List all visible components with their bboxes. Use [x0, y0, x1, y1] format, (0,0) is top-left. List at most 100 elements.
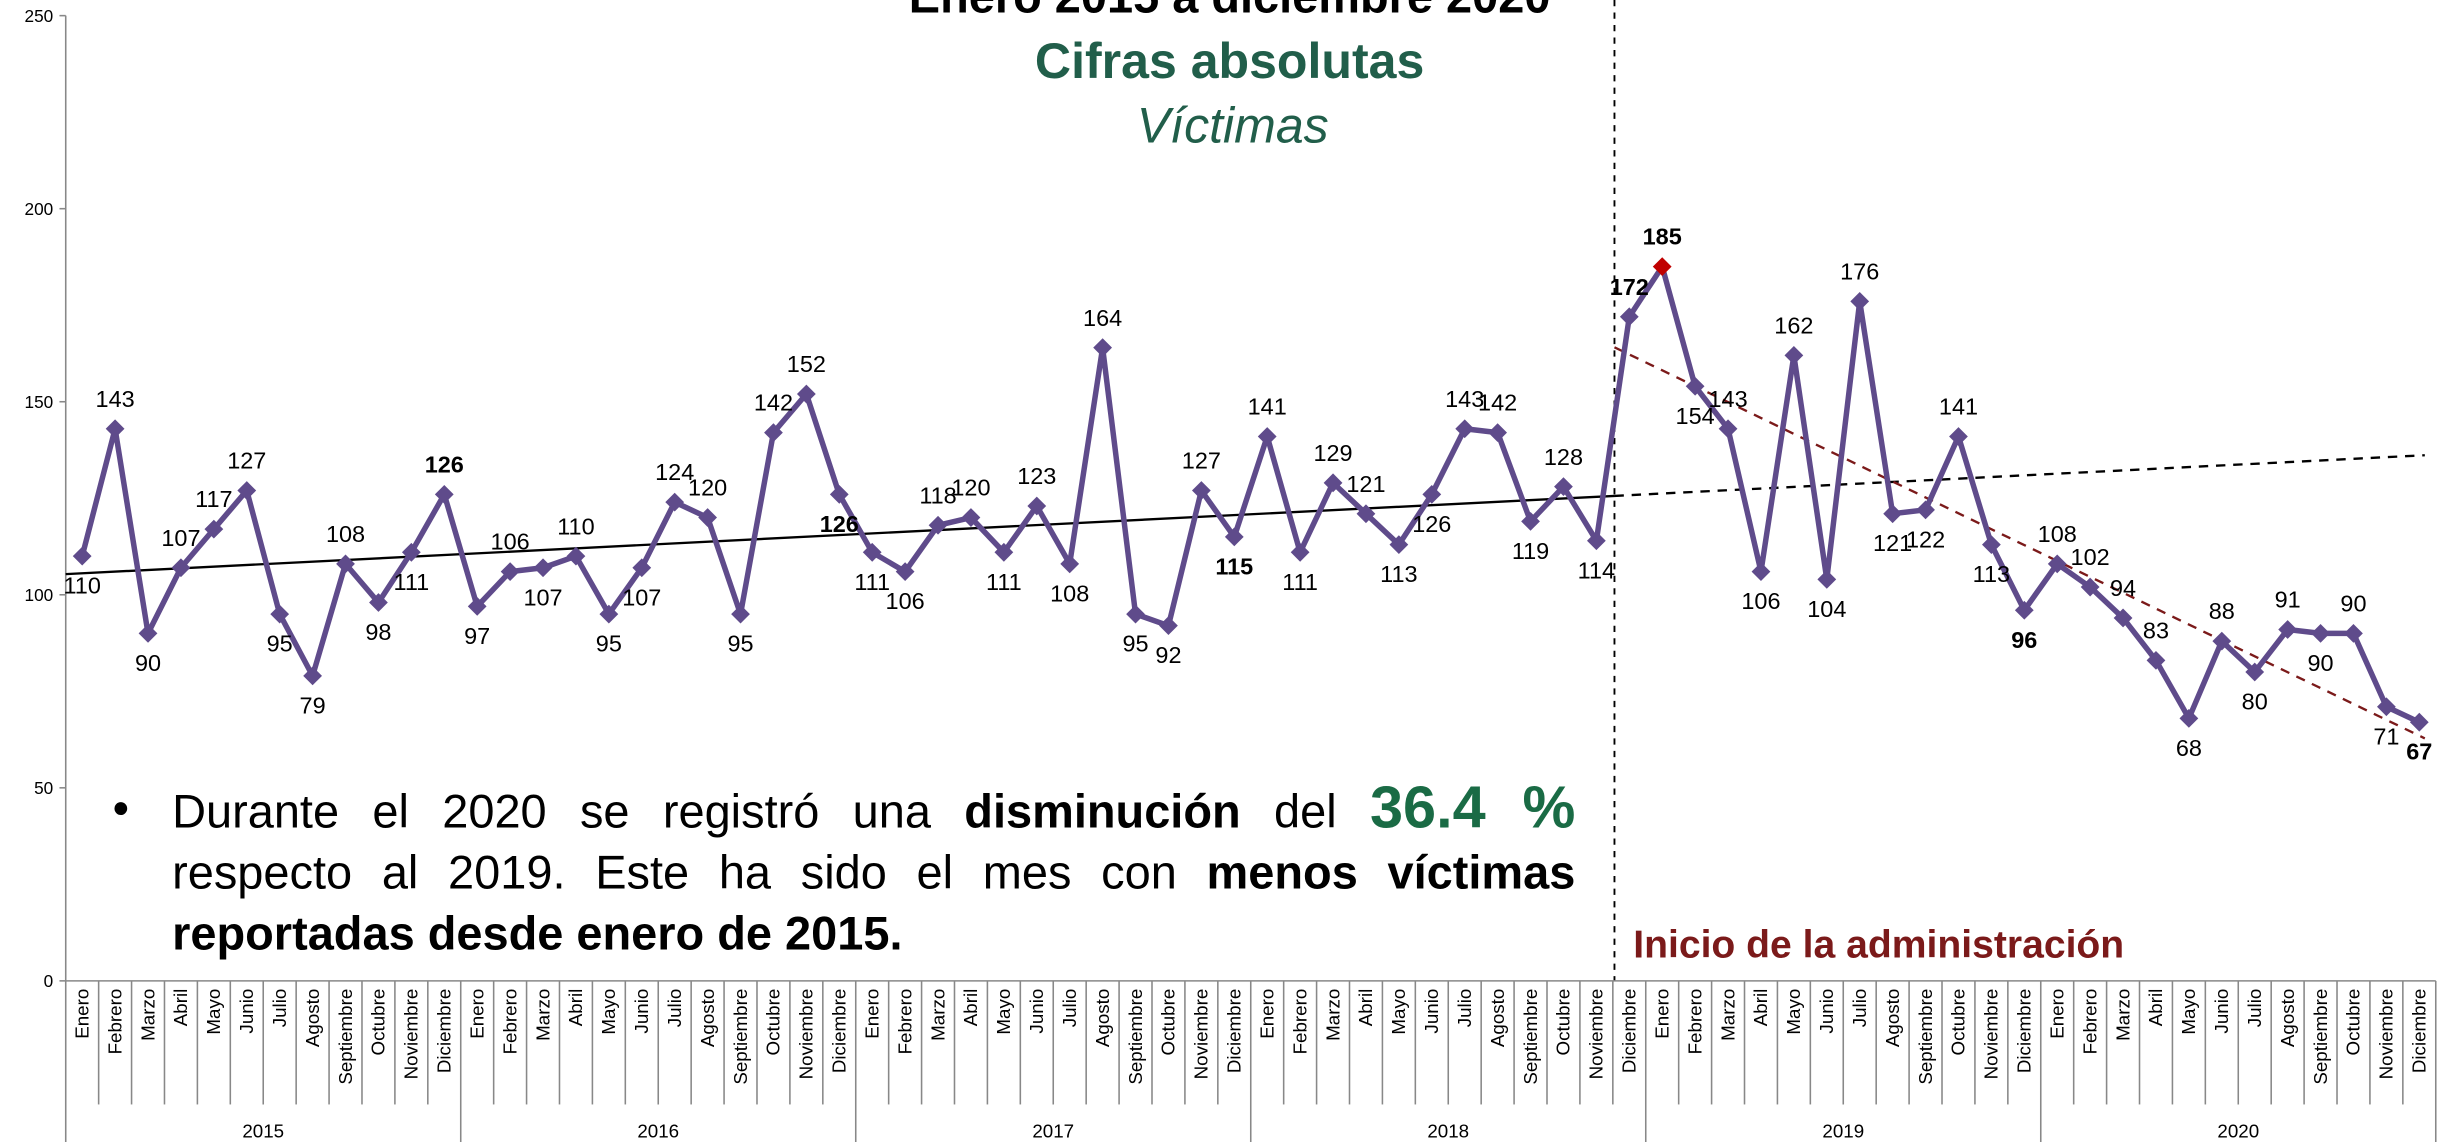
marker [2344, 624, 2363, 643]
marker [105, 419, 125, 439]
marker [2409, 712, 2429, 732]
data-label: 152 [787, 351, 826, 377]
x-tick-label: Abril [960, 989, 981, 1027]
y-tick-label: 200 [25, 199, 54, 219]
x-tick-label: Marzo [137, 989, 158, 1041]
x-tick-label: Diciembre [2014, 989, 2035, 1073]
data-label: 111 [1282, 569, 1318, 595]
marker [1850, 291, 1870, 311]
marker [72, 546, 92, 566]
note: • Durante el 2020 se registró una disminu… [113, 779, 1576, 965]
x-tick-label: Mayo [1783, 989, 1804, 1035]
data-label: 107 [161, 525, 200, 551]
x-tick-label: Enero [71, 989, 92, 1039]
marker [138, 624, 158, 643]
x-tick-label: Diciembre [1224, 989, 1245, 1073]
x-tick-label: Septiembre [1915, 989, 1936, 1085]
marker [796, 384, 816, 404]
x-tick-label: Noviembre [1586, 989, 1607, 1080]
x-tick-label: Febrero [894, 989, 915, 1055]
data-label: 106 [491, 529, 530, 555]
data-label: 120 [688, 475, 727, 501]
marker [1455, 419, 1475, 439]
data-label: 120 [951, 475, 990, 501]
marker [270, 604, 290, 624]
trend-projection [1614, 454, 2425, 498]
chart-subtitle-2: Víctimas [1137, 97, 1329, 153]
x-tick-label: Julio [2244, 989, 2265, 1028]
x-tick-label: Junio [1816, 989, 1837, 1034]
data-label: 95 [596, 631, 622, 657]
marker [1817, 569, 1837, 589]
data-label: 91 [2275, 587, 2301, 613]
marker [1224, 527, 1244, 547]
chart-title: Enero 2015 a diciembre 2020 [909, 0, 1551, 23]
data-label: 97 [464, 623, 490, 649]
marker [1027, 496, 1047, 516]
x-tick-label: Octubre [1948, 989, 1969, 1056]
year-label: 2017 [1032, 1120, 1074, 1141]
data-label: 141 [1248, 394, 1287, 420]
x-tick-label: Octubre [368, 989, 389, 1056]
data-label: 113 [1380, 561, 1417, 587]
x-tick-label: Febrero [499, 989, 520, 1055]
data-label: 118 [919, 482, 956, 508]
data-label: 117 [195, 486, 232, 512]
data-label: 68 [2176, 735, 2202, 761]
x-tick-label: Febrero [1289, 989, 1310, 1055]
marker [2311, 624, 2330, 643]
marker [1422, 485, 1442, 504]
note-run: 36.4 % [1369, 779, 1576, 842]
data-label: 164 [1083, 305, 1122, 331]
data-label: 104 [1807, 596, 1846, 622]
marker [1290, 542, 1310, 562]
chart-subtitle: Cifras absolutas [1035, 33, 1424, 89]
marker [1093, 338, 1113, 358]
x-tick-label: Agosto [1882, 989, 1903, 1047]
x-tick-label: Abril [170, 989, 191, 1027]
data-label: 111 [394, 569, 430, 595]
marker [2377, 697, 2396, 717]
data-label: 142 [754, 390, 793, 416]
x-tick-label: Mayo [203, 989, 224, 1035]
data-label: 129 [1313, 440, 1352, 466]
x-tick-label: Septiembre [335, 989, 356, 1085]
data-label: 108 [2038, 521, 2077, 547]
data-label: 126 [425, 451, 464, 477]
marker [665, 492, 685, 512]
x-tick-label: Agosto [697, 989, 718, 1047]
data-label: 90 [2340, 590, 2366, 616]
x-tick-label: Noviembre [796, 989, 817, 1080]
x-tick-label: Agosto [2277, 989, 2298, 1047]
y-tick-label: 50 [34, 778, 53, 798]
x-tick-label: Marzo [2112, 989, 2133, 1041]
data-label: 115 [1215, 553, 1253, 579]
data-label: 80 [2242, 689, 2268, 715]
marker [928, 515, 948, 535]
marker [2080, 577, 2100, 597]
x-tick-label: Agosto [302, 989, 323, 1047]
note-run: Durante el 2020 se registró una [172, 786, 965, 839]
note-run: disminución [964, 786, 1241, 839]
note-run: menos víctimas reportadas desde enero de… [172, 847, 1576, 961]
x-tick-label: Mayo [993, 989, 1014, 1035]
x-tick-label: Febrero [1684, 989, 1705, 1055]
data-label: 92 [1155, 642, 1181, 668]
data-label: 162 [1774, 313, 1813, 339]
x-tick-label: Junio [631, 989, 652, 1034]
data-label: 127 [227, 448, 266, 474]
x-tick-label: Septiembre [2310, 989, 2331, 1085]
data-label: 111 [986, 569, 1022, 595]
data-label: 96 [2011, 627, 2037, 653]
data-label: 94 [2110, 575, 2136, 601]
note-text: Durante el 2020 se registró una disminuc… [172, 779, 1575, 965]
x-tick-label: Enero [2046, 989, 2067, 1039]
marker [1718, 419, 1738, 439]
year-label: 2020 [2217, 1120, 2259, 1141]
marker [1159, 616, 1178, 636]
x-tick-label: Agosto [1487, 989, 1508, 1047]
trend-admin [1613, 346, 2426, 740]
trend-line [65, 494, 1615, 576]
y-tick-label: 0 [44, 971, 54, 991]
x-tick-label: Abril [1750, 989, 1771, 1027]
